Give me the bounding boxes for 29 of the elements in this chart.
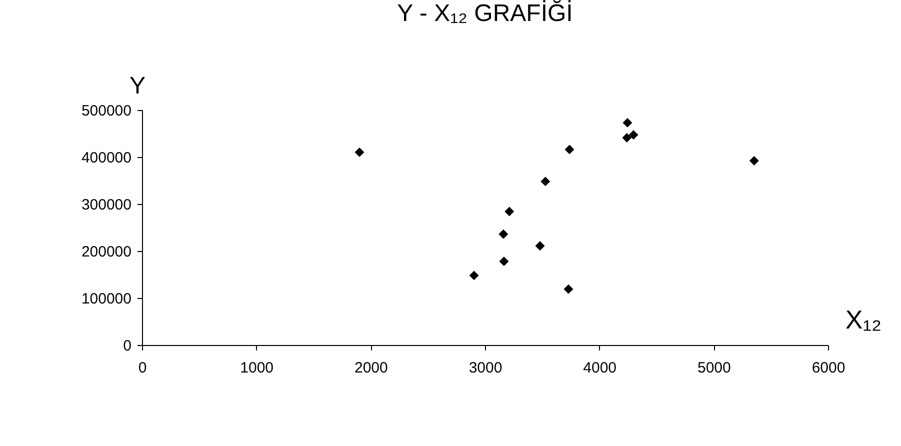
point bbox=[749, 156, 759, 166]
x-tick-label: 2000 bbox=[354, 360, 388, 376]
x-axis-title: X₁₂ bbox=[845, 304, 882, 334]
y-tick-label: 200000 bbox=[81, 244, 132, 260]
x-tick-label: 1000 bbox=[240, 360, 274, 376]
y-axis-title: Y bbox=[129, 72, 146, 100]
point bbox=[354, 148, 364, 158]
y-tick-label: 0 bbox=[123, 338, 132, 354]
point bbox=[628, 130, 638, 140]
y-tick-label: 400000 bbox=[81, 150, 132, 166]
y-tick-label: 100000 bbox=[81, 290, 132, 308]
point bbox=[622, 118, 632, 128]
point bbox=[564, 284, 574, 294]
x-tick-label: 4000 bbox=[583, 360, 617, 376]
point bbox=[469, 270, 479, 280]
point bbox=[499, 256, 509, 266]
point bbox=[535, 241, 545, 251]
chart-title: Y - X₁₂ GRAFİĞİ bbox=[397, 0, 573, 27]
y-tick-label: 500000 bbox=[81, 102, 132, 120]
point bbox=[504, 206, 514, 216]
x-tick-label: 3000 bbox=[468, 360, 502, 376]
x-tick-label: 5000 bbox=[697, 360, 731, 376]
point bbox=[498, 229, 508, 239]
x-tick-label: 6000 bbox=[812, 360, 846, 376]
y-tick-label: 300000 bbox=[81, 196, 132, 214]
point bbox=[564, 144, 574, 154]
x-tick-label: 0 bbox=[138, 360, 147, 376]
point bbox=[540, 176, 550, 186]
point bbox=[622, 132, 632, 142]
